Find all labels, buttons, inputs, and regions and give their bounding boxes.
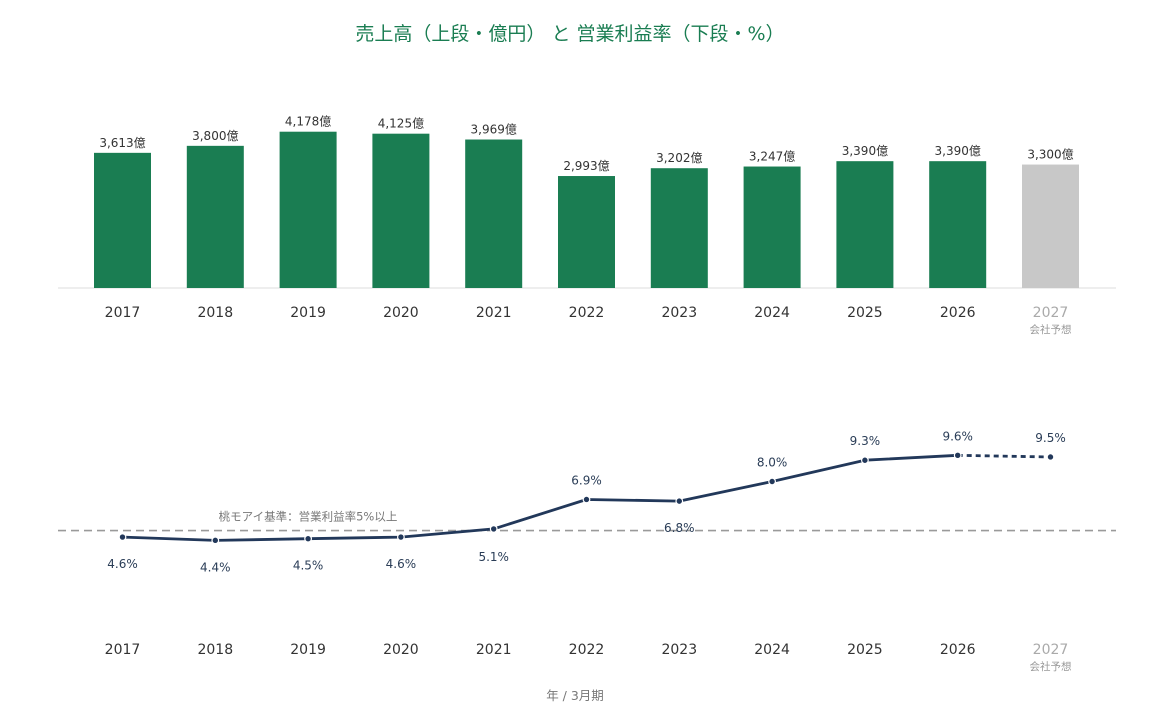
line-x-tick: 2025 bbox=[847, 642, 883, 658]
bar-value-label: 3,300億 bbox=[1027, 148, 1073, 162]
bar-x-tick: 2023 bbox=[661, 305, 697, 321]
bar-x-tick: 2025 bbox=[847, 305, 883, 321]
bar-2018 bbox=[186, 145, 244, 288]
bar-value-label: 3,969億 bbox=[471, 123, 517, 137]
line-x-tick: 2021 bbox=[476, 642, 512, 658]
bar-2026 bbox=[929, 161, 987, 288]
forecast-sublabel: 会社予想 bbox=[1030, 323, 1072, 336]
bar-x-tick: 2024 bbox=[754, 305, 790, 321]
bar-value-label: 3,247億 bbox=[749, 150, 795, 164]
series-line-forecast bbox=[957, 453, 1051, 459]
bar-2020 bbox=[372, 133, 430, 288]
bar-value-label: 2,993億 bbox=[563, 159, 609, 173]
bar-value-label: 3,390億 bbox=[842, 144, 888, 158]
bar-2023 bbox=[650, 168, 708, 288]
line-point-2025 bbox=[861, 456, 869, 465]
line-value-label: 9.6% bbox=[942, 429, 973, 443]
line-x-tick: 2023 bbox=[661, 642, 697, 658]
bar-x-tick: 2026 bbox=[940, 305, 976, 321]
line-x-tick: 2020 bbox=[383, 642, 419, 658]
bar-value-label: 3,390億 bbox=[935, 144, 981, 158]
line-value-label: 9.5% bbox=[1035, 431, 1066, 445]
line-point-2018 bbox=[211, 536, 220, 545]
bar-x-tick: 2017 bbox=[105, 305, 141, 321]
bar-2017 bbox=[94, 152, 151, 288]
line-point-2024 bbox=[768, 477, 776, 486]
bar-x-tick: 2027 bbox=[1033, 305, 1069, 321]
line-value-label: 4.5% bbox=[293, 559, 324, 573]
forecast-sublabel: 会社予想 bbox=[1030, 660, 1072, 673]
line-point-2021 bbox=[489, 525, 498, 533]
bar-2024 bbox=[743, 166, 801, 288]
bar-chart: 3,613億 2017 3,800億 2018 4,178億 2019 4,125億 2020… bbox=[58, 115, 1116, 336]
bar-value-label: 3,613億 bbox=[99, 136, 145, 150]
line-point-2023 bbox=[675, 497, 684, 506]
line-point-2019 bbox=[304, 534, 313, 543]
bar-x-tick: 2018 bbox=[197, 305, 233, 321]
line-value-label: 8.0% bbox=[757, 456, 788, 470]
line-value-label: 4.6% bbox=[386, 557, 417, 571]
line-x-tick: 2017 bbox=[105, 642, 141, 658]
bar-x-tick: 2022 bbox=[569, 305, 605, 321]
line-x-tick: 2026 bbox=[940, 642, 976, 658]
bar-value-label: 3,202億 bbox=[656, 151, 702, 165]
line-point-2026 bbox=[953, 451, 962, 460]
bar-value-label: 4,125億 bbox=[378, 117, 424, 131]
line-value-label: 6.9% bbox=[571, 473, 602, 487]
line-point-2020 bbox=[397, 533, 405, 541]
bar-x-tick: 2019 bbox=[290, 305, 326, 321]
bar-2025 bbox=[836, 161, 894, 288]
bar-value-label: 4,178億 bbox=[285, 115, 331, 129]
line-value-label: 6.8% bbox=[664, 521, 695, 535]
chart-title: 売上高（上段・億円） と 営業利益率（下段・%） bbox=[355, 23, 784, 45]
line-point-2022 bbox=[582, 495, 591, 504]
line-value-label: 5.1% bbox=[478, 550, 509, 564]
line-value-label: 4.6% bbox=[107, 557, 138, 571]
line-x-tick: 2022 bbox=[569, 642, 605, 658]
bar-x-tick: 2020 bbox=[383, 305, 419, 321]
line-x-tick: 2019 bbox=[290, 642, 326, 658]
line-x-tick: 2027 bbox=[1033, 642, 1069, 658]
threshold-label: 桃モアイ基準：営業利益率5%以上 bbox=[219, 510, 398, 524]
line-value-label: 4.4% bbox=[200, 560, 231, 574]
bar-x-tick: 2021 bbox=[476, 305, 512, 321]
line-chart: 桃モアイ基準：営業利益率5%以上 4.6% 2017 4.4% 2018 4.5% 2019… bbox=[58, 429, 1116, 673]
line-point-2017 bbox=[118, 533, 127, 541]
line-value-label: 9.3% bbox=[850, 434, 881, 448]
line-x-tick: 2018 bbox=[197, 642, 233, 658]
bar-2021 bbox=[465, 139, 523, 288]
series-line bbox=[121, 453, 960, 542]
line-x-tick: 2024 bbox=[754, 642, 790, 658]
line-point-2027 bbox=[1046, 453, 1055, 461]
bar-2019 bbox=[279, 131, 337, 288]
bar-2027 bbox=[1022, 164, 1079, 288]
bar-2022 bbox=[558, 176, 615, 288]
bar-value-label: 3,800億 bbox=[192, 129, 238, 143]
x-axis-label: 年 / 3月期 bbox=[546, 688, 604, 703]
